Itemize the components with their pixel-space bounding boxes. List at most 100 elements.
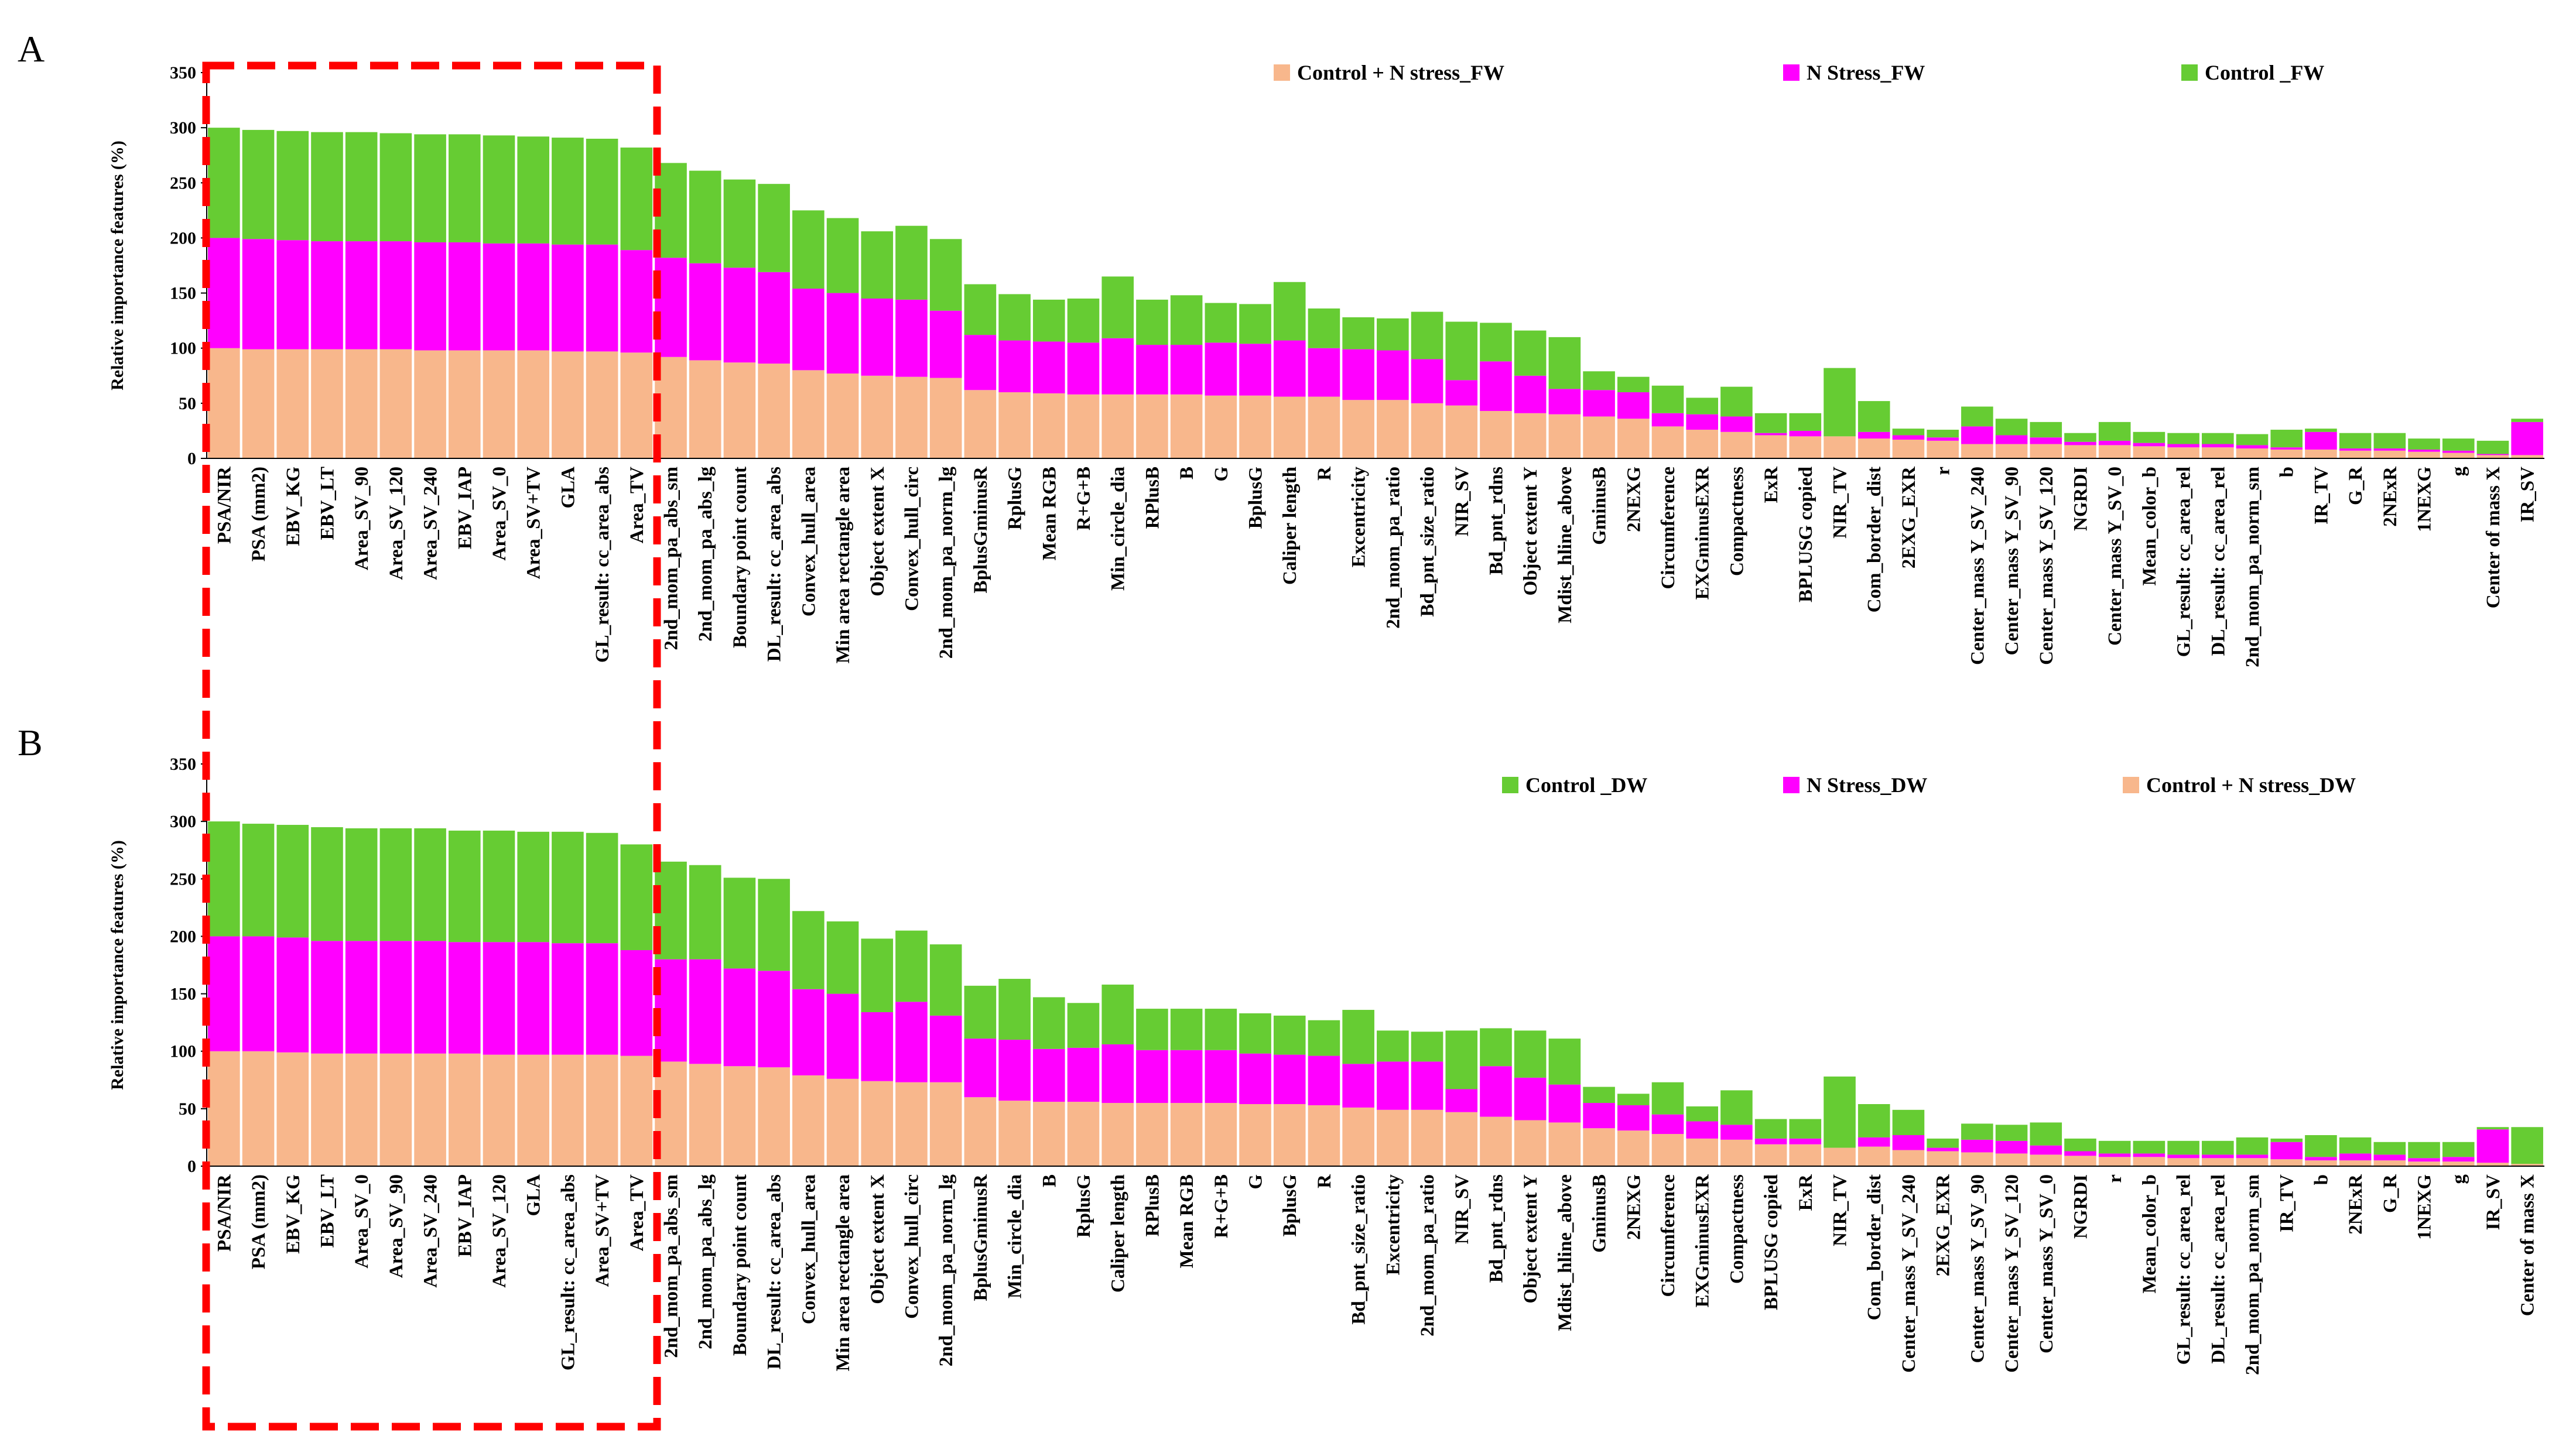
bar-control-n-stress	[1720, 431, 1753, 458]
bar-control-n-stress	[276, 349, 309, 458]
x-tick-label: 2nd_mom_pa_abs_sm	[661, 467, 682, 650]
y-tick-label: 350	[170, 63, 196, 83]
bar-control-n-stress	[758, 364, 790, 458]
bar-control	[861, 231, 894, 299]
bar-control-n-stress	[2167, 447, 2199, 458]
bar-control-n-stress	[861, 375, 894, 458]
bar-n-stress	[1101, 1044, 1134, 1104]
bar-n-stress	[2133, 443, 2166, 447]
x-tick-label: GL_result: cc_area_abs	[557, 1174, 579, 1370]
bar-control	[586, 138, 618, 245]
x-tick-label: Object extent Y	[1520, 1174, 1541, 1304]
x-tick-label: 2nd_mom_pa_norm_lg	[936, 1174, 957, 1367]
bar-control	[1170, 295, 1203, 345]
bar-control-n-stress	[1617, 1130, 1650, 1166]
bar-n-stress	[723, 268, 756, 363]
bar-n-stress	[1548, 1084, 1581, 1123]
x-tick-label: R	[1314, 1174, 1335, 1188]
bar-n-stress	[1651, 413, 1684, 427]
bar-control	[1342, 1010, 1374, 1064]
bar-control	[1995, 1125, 2028, 1141]
legend-label: Control _DW	[1525, 773, 1647, 797]
bar-control	[517, 136, 550, 244]
bar-control	[1824, 368, 1856, 437]
bar-control	[1995, 419, 2028, 436]
x-tick-label: GL_result: cc_area_rel	[2174, 467, 2195, 657]
bar-control	[379, 133, 412, 242]
bar-n-stress	[2339, 448, 2372, 451]
bar-control-n-stress	[276, 1052, 309, 1166]
bar-control	[1583, 1087, 1615, 1104]
bar-n-stress	[2064, 1151, 2096, 1156]
x-tick-label: BPLUSG copied	[1761, 1174, 1782, 1310]
bar-control	[1377, 1030, 1409, 1062]
x-tick-label: RplusG	[1073, 1174, 1094, 1238]
bar-n-stress	[1789, 1138, 1822, 1144]
bar-n-stress	[1136, 345, 1168, 395]
y-axis-title: Relative importance features (%)	[108, 840, 127, 1090]
bar-control	[1342, 317, 1374, 349]
bar-control-n-stress	[2511, 455, 2543, 458]
bar-n-stress	[1377, 350, 1409, 400]
x-tick-label: Mdist_hline_above	[1555, 1174, 1576, 1331]
bar-control-n-stress	[2408, 1161, 2440, 1166]
x-tick-label: Min area rectangle area	[833, 1174, 854, 1371]
bar-control-n-stress	[2270, 449, 2303, 458]
x-tick-label: Convex_hull_circ	[901, 467, 922, 611]
bar-control	[1617, 1094, 1650, 1105]
bar-n-stress	[2064, 441, 2096, 446]
bar-n-stress	[1789, 430, 1822, 437]
bar-n-stress	[758, 272, 790, 364]
bar-control-n-stress	[2064, 1156, 2096, 1166]
bar-control-n-stress	[1583, 1128, 1615, 1166]
bar-control-n-stress	[929, 1082, 962, 1166]
x-tick-label: EBV_IAP	[454, 1174, 475, 1257]
bar-control	[964, 284, 997, 335]
bar-control-n-stress	[1857, 1146, 1890, 1166]
bar-control	[1273, 282, 1306, 341]
bar-control-n-stress	[448, 1053, 481, 1166]
bar-control-n-stress	[1342, 1107, 1374, 1166]
bar-control	[1754, 413, 1787, 433]
x-tick-label: Mean RGB	[1039, 467, 1060, 560]
bar-control-n-stress	[1205, 395, 1237, 458]
bar-control-n-stress	[414, 350, 446, 458]
bar-control	[414, 828, 446, 941]
bar-control	[2270, 1138, 2303, 1142]
bar-n-stress	[1686, 414, 1719, 430]
legend-swatch	[1783, 64, 1800, 81]
bar-control-n-stress	[1686, 1138, 1719, 1166]
bar-control-n-stress	[1548, 414, 1581, 458]
x-tick-label: Caliper length	[1280, 467, 1301, 585]
bar-control	[1377, 318, 1409, 351]
bar-control-n-stress	[723, 1066, 756, 1166]
bar-n-stress	[2167, 1154, 2199, 1159]
x-tick-label: Area_SV+TV	[524, 467, 545, 580]
bar-n-stress	[1342, 349, 1374, 400]
bar-n-stress	[586, 244, 618, 352]
x-tick-label: Area_SV_90	[351, 467, 372, 570]
x-tick-label: PSA (mm2)	[248, 467, 269, 561]
x-tick-label: Min_circle_dia	[1005, 1174, 1026, 1298]
bar-control-n-stress	[1170, 394, 1203, 458]
x-tick-label: Center of mass X	[2517, 1174, 2539, 1316]
bar-control	[998, 979, 1031, 1040]
bar-control-n-stress	[1789, 1144, 1822, 1166]
x-tick-label: Area_SV_120	[489, 1174, 510, 1288]
bar-control	[1136, 1009, 1168, 1050]
bar-control	[276, 131, 309, 241]
x-tick-label: Boundary point count	[730, 1174, 751, 1356]
bar-control	[2064, 433, 2096, 442]
bar-n-stress	[929, 310, 962, 378]
bar-control-n-stress	[2201, 1158, 2234, 1166]
bar-control	[1239, 304, 1271, 344]
panel-a-letter: A	[18, 28, 45, 70]
x-tick-label: RplusG	[1005, 467, 1026, 530]
bar-control	[758, 184, 790, 272]
x-tick-label: IR_TV	[2277, 1174, 2298, 1232]
bar-n-stress	[1239, 344, 1271, 396]
bar-control-n-stress	[1824, 1147, 1856, 1166]
chart-a: 0 50 100 150 200 250 300 350 Relative importance…	[108, 61, 2544, 667]
bar-control	[2408, 1142, 2440, 1159]
x-tick-label: Compactness	[1726, 467, 1747, 576]
